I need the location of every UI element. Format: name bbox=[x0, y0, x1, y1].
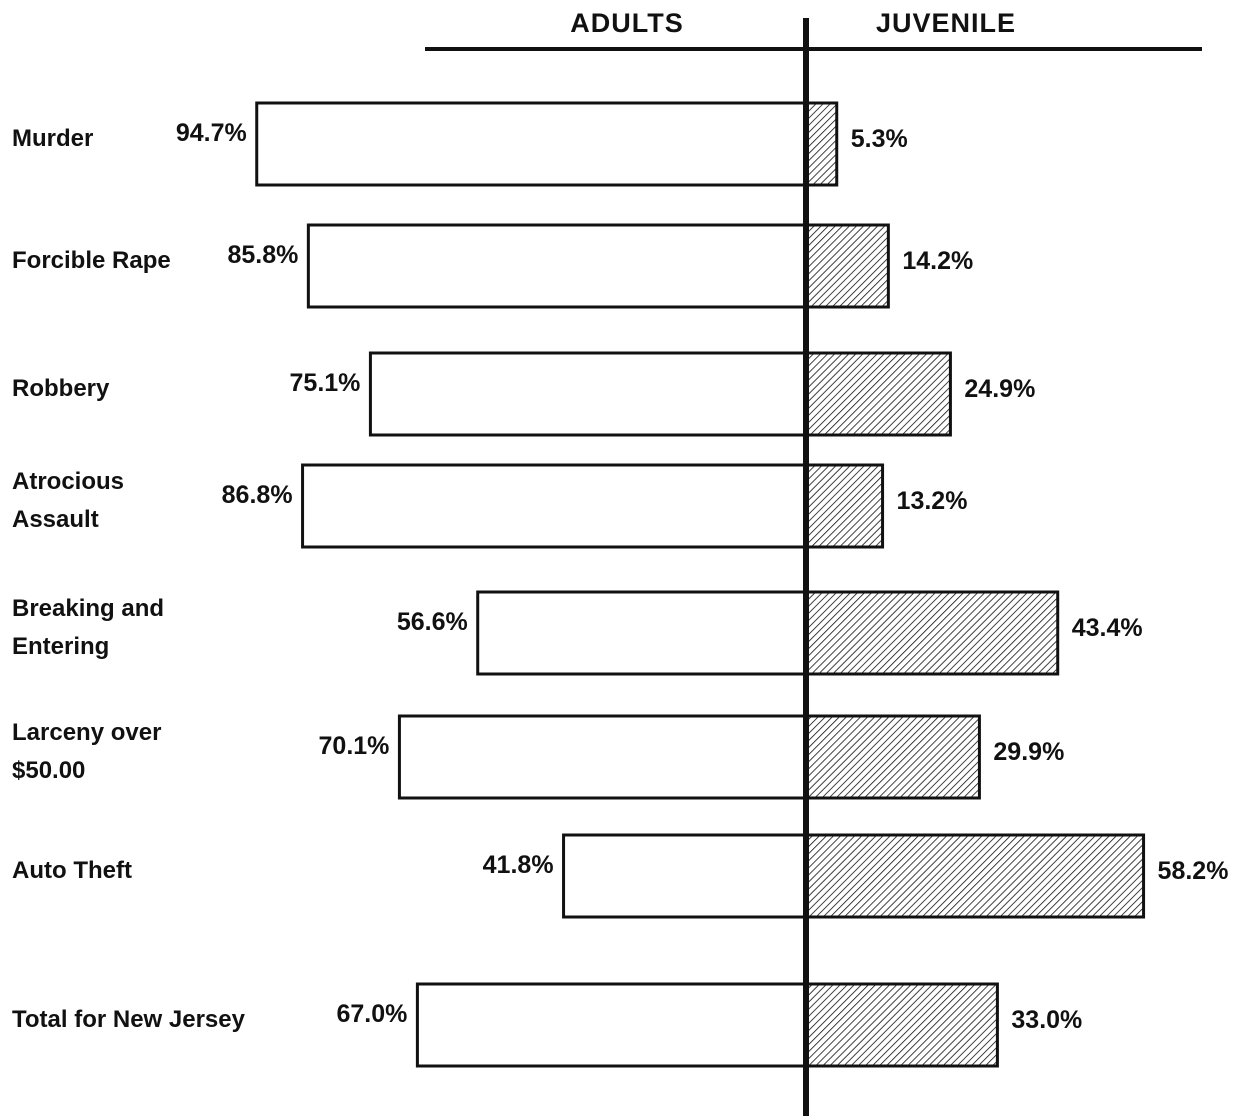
category-label: Total for New Jersey bbox=[12, 1006, 246, 1033]
juvenile-bar bbox=[804, 714, 981, 800]
category-label: Assault bbox=[12, 506, 99, 533]
juvenile-bar bbox=[804, 590, 1060, 676]
category-label: Breaking and bbox=[12, 595, 164, 622]
adult-value-label: 85.8% bbox=[227, 241, 298, 269]
adult-value-label: 41.8% bbox=[483, 851, 554, 879]
juvenile-bar bbox=[804, 101, 839, 187]
category-label: Murder bbox=[12, 125, 93, 152]
adult-value-label: 75.1% bbox=[290, 369, 361, 397]
chart-marks: 94.7% 5.3% Murder 85.8% 14.2% Forcible Rape 75… bbox=[12, 101, 1229, 1068]
juvenile-bar bbox=[804, 223, 890, 309]
category-label: Auto Theft bbox=[12, 857, 132, 884]
juvenile-value-label: 24.9% bbox=[964, 375, 1035, 403]
juvenile-value-label: 5.3% bbox=[851, 125, 908, 153]
adults-header: ADULTS bbox=[570, 8, 684, 38]
adult-bar bbox=[397, 714, 808, 800]
adult-bar bbox=[301, 463, 808, 549]
juvenile-value-label: 29.9% bbox=[993, 738, 1064, 766]
adult-bar bbox=[562, 833, 808, 919]
juvenile-bar bbox=[804, 833, 1146, 919]
category-label: Atrocious bbox=[12, 468, 124, 495]
juvenile-value-label: 14.2% bbox=[902, 247, 973, 275]
adult-bar bbox=[415, 982, 808, 1068]
adult-bar bbox=[368, 351, 808, 437]
adult-bar bbox=[306, 223, 808, 309]
juvenile-value-label: 33.0% bbox=[1011, 1006, 1082, 1034]
category-label: $50.00 bbox=[12, 757, 85, 784]
adult-value-label: 86.8% bbox=[222, 481, 293, 509]
category-label: Robbery bbox=[12, 375, 110, 402]
juvenile-bar bbox=[804, 982, 999, 1068]
adult-bar bbox=[476, 590, 808, 676]
juvenile-value-label: 43.4% bbox=[1072, 614, 1143, 642]
juvenile-bar bbox=[804, 463, 885, 549]
juvenile-value-label: 13.2% bbox=[897, 487, 968, 515]
juvenile-header: JUVENILE bbox=[876, 8, 1016, 38]
category-label: Forcible Rape bbox=[12, 247, 171, 274]
adult-value-label: 94.7% bbox=[176, 119, 247, 147]
adult-bar bbox=[255, 101, 808, 187]
juvenile-value-label: 58.2% bbox=[1158, 857, 1229, 885]
category-label: Entering bbox=[12, 633, 109, 660]
juvenile-bar bbox=[804, 351, 952, 437]
adult-value-label: 70.1% bbox=[319, 732, 390, 760]
adult-value-label: 56.6% bbox=[397, 608, 468, 636]
category-label: Larceny over bbox=[12, 719, 161, 746]
adult-value-label: 67.0% bbox=[337, 1000, 408, 1028]
